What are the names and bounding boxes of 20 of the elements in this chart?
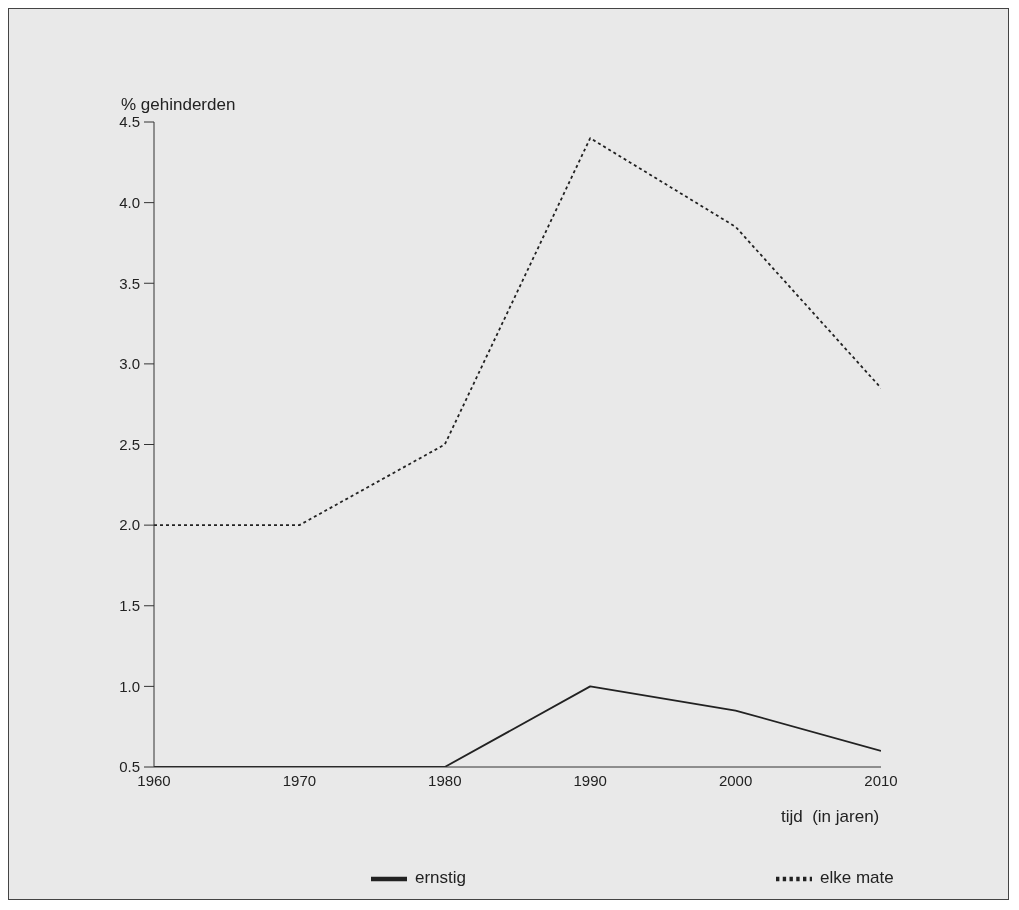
x-tick-label: 1960 bbox=[137, 771, 171, 789]
x-tick-label: 1970 bbox=[282, 771, 317, 789]
x-tick-label: 1990 bbox=[573, 771, 607, 789]
y-tick-label: 1.5 bbox=[119, 597, 140, 615]
x-tick-label: 1980 bbox=[428, 771, 462, 789]
x-tick-label: 2000 bbox=[718, 771, 753, 789]
y-tick-label: 2.0 bbox=[119, 516, 140, 534]
y-tick-label: 4.0 bbox=[119, 193, 140, 211]
legend-label: ernstig bbox=[415, 868, 467, 888]
y-tick-label: 0.5 bbox=[119, 758, 140, 776]
y-tick-label: 1.0 bbox=[119, 677, 140, 695]
y-tick-label: 3.0 bbox=[119, 355, 140, 373]
line-series bbox=[154, 137, 881, 527]
x-tick-label: 2010 bbox=[864, 771, 898, 789]
y-tick-label: 2.5 bbox=[119, 435, 140, 453]
y-axis-title: % gehinderden bbox=[121, 95, 236, 115]
y-tick-label: 4.5 bbox=[119, 113, 140, 131]
x-axis-title: tijd (in jaren) bbox=[781, 807, 880, 827]
y-tick-label: 3.5 bbox=[119, 274, 140, 292]
legend-label: elke mate bbox=[820, 868, 894, 888]
